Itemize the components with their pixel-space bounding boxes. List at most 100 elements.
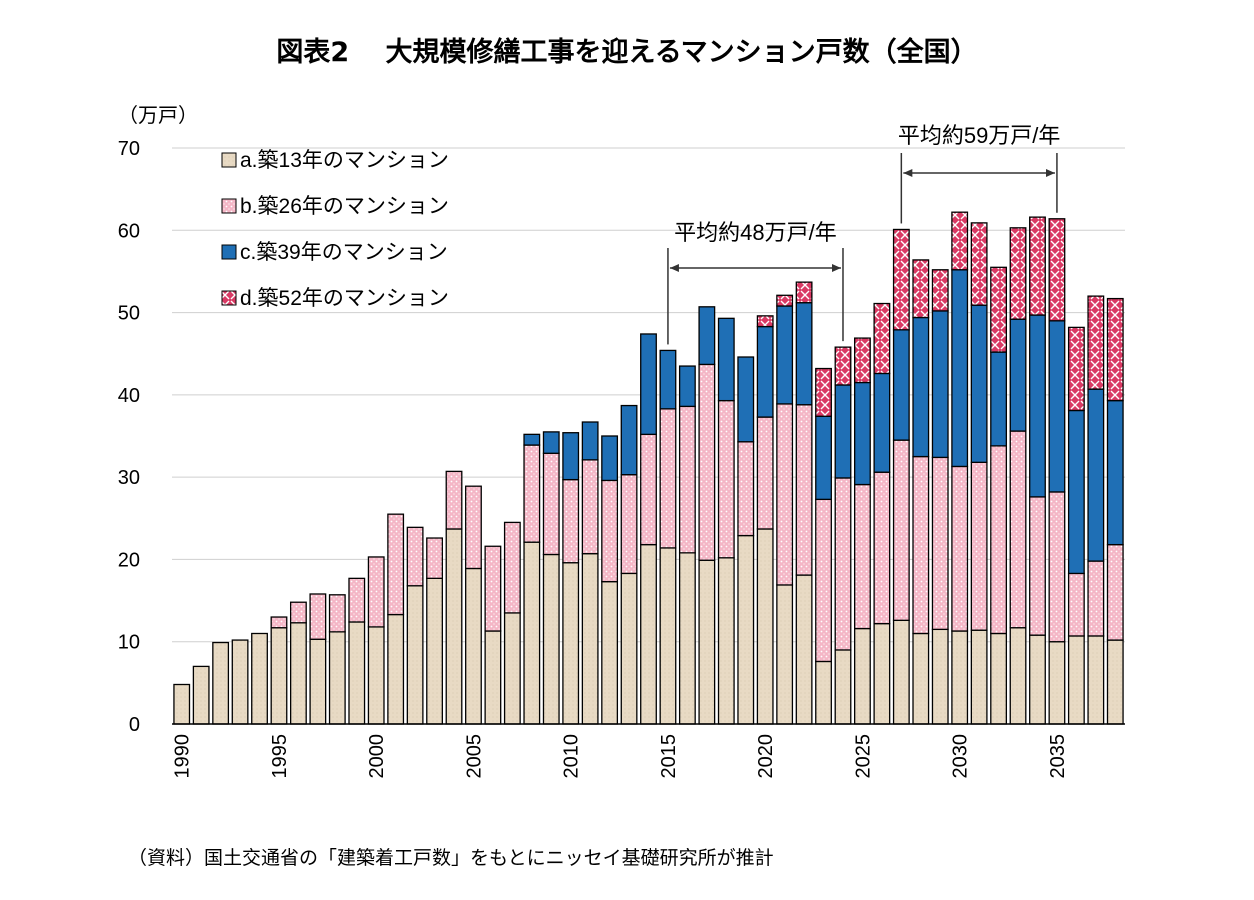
bar-2028-a [912,632,930,725]
bar-2029-c [931,310,949,459]
bar-2022-a [795,574,813,725]
bar-2020-c [756,325,774,418]
x-tick-label-1995: 1995 [269,734,291,779]
bar-2025-d [854,337,871,384]
bar-2024-a [834,649,852,725]
bar-1996-b [289,601,307,624]
bar-2016-b [678,405,696,554]
bar-2002-b [406,526,424,587]
bar-2035-b [1048,491,1066,643]
bar-1999-a [348,621,366,725]
bar-2035-c [1048,320,1066,493]
bar-2030-d [951,211,969,271]
bar-2024-b [834,477,852,651]
bar-2034-c [1029,314,1046,498]
bar-2013-c [620,404,638,476]
chart-title: 図表2 大規模修繕工事を迎えるマンション戸数（全国） [276,37,978,68]
bar-2016-c [678,365,696,408]
bar-2016-a [678,552,696,725]
legend-swatch-b [221,198,237,214]
annotation-1-label: 平均約48万戸/年 [674,220,837,245]
bar-2023-d [815,367,832,417]
x-tick-label-2025: 2025 [852,734,874,779]
bar-2035-a [1048,641,1066,725]
bar-2009-c [542,431,560,454]
y-tick-label-20: 20 [118,549,140,571]
y-tick-label-50: 50 [118,303,140,325]
bar-2003-a [426,577,443,725]
annotations: 平均約48万戸/年 平均約59万戸/年 [667,123,1060,345]
bar-2006-b [484,545,502,632]
bar-2018-c [717,317,735,402]
bar-2032-d [990,266,1008,353]
bar-2001-b [387,513,405,616]
bar-2008-c [523,433,541,446]
x-tick-label-2020: 2020 [755,734,777,779]
bar-2031-b [970,461,988,631]
bar-2033-c [1009,318,1027,432]
bar-2014-c [640,333,657,436]
bar-2036-d [1067,326,1085,412]
bar-2020-b [756,416,774,530]
bar-2038-b [1106,543,1124,641]
bar-2030-a [951,630,969,725]
bar-2000-a [367,626,385,725]
bar-2017-b [698,363,716,561]
bar-2022-d [795,281,813,304]
bar-2015-a [659,547,677,725]
bar-2032-b [990,445,1008,635]
bar-2021-b [776,403,794,586]
bar-2020-d [756,315,774,328]
bar-2027-b [892,439,910,621]
bar-2025-c [854,381,871,486]
bar-2033-b [1009,430,1027,629]
bar-2025-a [854,627,871,725]
bar-2031-a [970,629,988,725]
bar-2023-b [815,498,832,663]
bar-2037-b [1087,560,1105,637]
bar-2005-a [465,567,482,725]
bar-2026-c [873,372,891,473]
legend-swatch-d [221,290,237,306]
bar-2031-d [970,222,988,306]
legend-label-d: d.築52年のマンション [240,287,449,310]
bar-2023-c [815,415,832,501]
y-tick-label-60: 60 [118,220,140,242]
legend-label-b: b.築26年のマンション [240,195,449,218]
bar-2029-b [931,456,949,631]
bar-2009-a [542,553,560,725]
legend-swatch-a [221,152,237,168]
bar-2013-a [620,572,638,725]
bar-2009-b [542,452,560,556]
bar-2033-a [1009,627,1027,725]
bar-2000-b [367,556,385,628]
y-tick-label-10: 10 [118,632,140,654]
bar-2028-b [912,455,930,635]
x-tick-label-2005: 2005 [463,734,485,779]
bar-1992-a [212,641,230,725]
bar-2021-c [776,305,794,405]
bar-1998-a [328,631,346,725]
bar-2031-c [970,304,988,463]
bar-2007-a [503,612,521,725]
bar-2018-b [717,399,735,559]
bar-2028-d [912,259,930,319]
bar-2021-a [776,584,794,725]
bar-2022-b [795,404,813,576]
bar-2026-a [873,622,891,725]
bar-2034-d [1029,216,1046,316]
bar-1993-a [231,639,249,725]
bar-2017-c [698,306,716,366]
bar-2012-b [601,479,619,583]
bar-2027-d [892,228,910,331]
bar-2008-a [523,541,541,725]
bar-2021-d [776,294,794,307]
y-tick-label-0: 0 [129,714,140,736]
bar-2037-a [1087,635,1105,725]
bar-2018-a [717,557,735,725]
bar-2027-c [892,329,910,441]
bar-2004-b [445,470,463,530]
source-note: （資料）国土交通省の「建築着工戸数」をもとにニッセイ基礎研究所が推計 [128,847,774,869]
legend-label-a: a.築13年のマンション [240,149,449,172]
bar-2024-d [834,346,852,386]
